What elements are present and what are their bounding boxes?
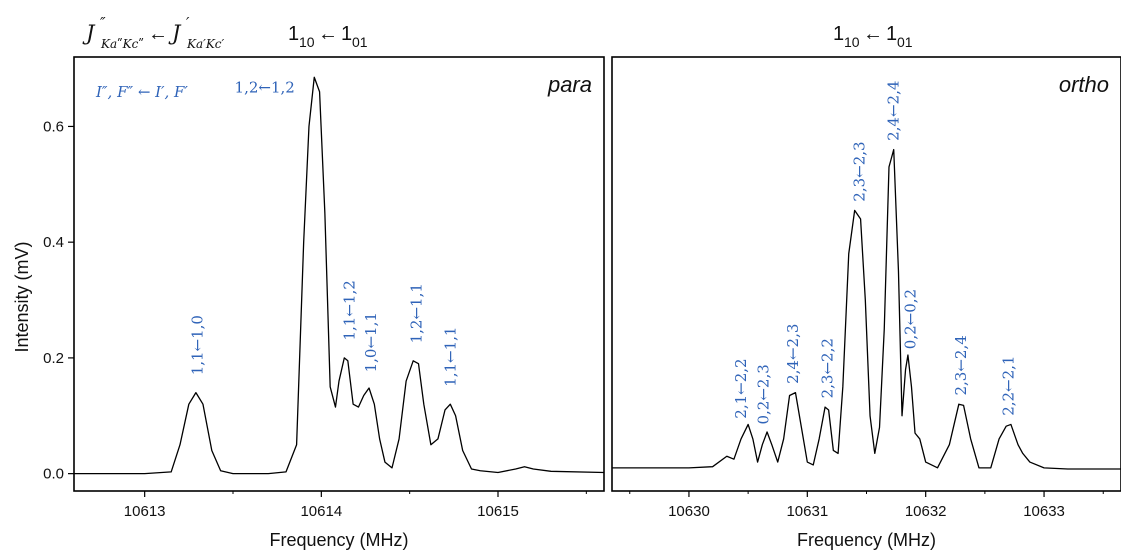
notation-J-lower-sub: Ka′Kc′ <box>186 37 225 51</box>
spectrum-line <box>74 76 604 475</box>
spectrum-line <box>612 148 1121 470</box>
left-transition-a-sub: 10 <box>299 34 315 50</box>
peak-label: 2,3←2,2 <box>818 338 836 398</box>
notation-J-upper-prime: ″ <box>100 14 106 32</box>
y-axis-title: Intensity (mV) <box>12 241 32 352</box>
left-transition-arrow: ← <box>318 23 338 45</box>
left-transition-b-sub: 01 <box>352 34 368 50</box>
x-tick-label: 10631 <box>786 503 828 520</box>
notation-J-upper-sub: KaʺKcʺ <box>100 37 144 51</box>
peak-label: 1,1←1,2 <box>341 280 359 340</box>
x-tick-label: 10632 <box>905 503 947 520</box>
panel-ortho: 10630 10631 10632 10633 Frequency (MHz) ortho… <box>611 56 1121 550</box>
x-tick-label: 10630 <box>668 503 710 520</box>
right-transition-a: 1 <box>833 23 844 45</box>
right-transition-a-sub: 10 <box>844 34 860 50</box>
y-tick-label: 0.0 <box>43 466 64 483</box>
notation-arrow: ← <box>148 23 168 45</box>
y-tick-label: 0.6 <box>43 118 64 135</box>
quantum-number-note: I″, F″ ← I′, F′ <box>95 83 188 101</box>
right-transition-b: 1 <box>886 23 897 45</box>
x-tick-label: 10614 <box>300 503 342 520</box>
right-transition-arrow: ← <box>863 23 883 45</box>
right-transition-b-sub: 01 <box>897 34 913 50</box>
notation-J-upper: J <box>82 21 96 45</box>
panel-tag: ortho <box>1059 72 1109 97</box>
peak-label: 2,4←2,3 <box>784 324 802 384</box>
y-tick-label: 0.2 <box>43 350 64 367</box>
peak-label: 2,3←2,4 <box>952 335 970 395</box>
x-axis-title: Frequency (MHz) <box>797 530 936 550</box>
x-tick-label: 10613 <box>124 503 166 520</box>
left-transition-a: 1 <box>288 23 299 45</box>
peak-label: 1,2←1,2 <box>235 79 295 97</box>
y-tick-label: 0.4 <box>43 234 64 251</box>
peak-label: 2,1←2,2 <box>732 358 750 418</box>
peak-label: 2,4←2,4 <box>885 81 903 141</box>
peak-label: 1,1←1,1 <box>441 327 459 387</box>
left-transition-title: 1 10 ← 1 01 <box>288 23 368 50</box>
peak-label: 1,2←1,1 <box>408 283 426 343</box>
plot-frame <box>73 56 605 492</box>
plot-frame <box>611 56 1121 492</box>
x-tick-label: 10633 <box>1023 503 1065 520</box>
header-notation: J ″ KaʺKcʺ ← J ′ Ka′Kc′ <box>82 14 225 51</box>
peak-label: 0,2←0,2 <box>901 289 919 349</box>
x-axis-title: Frequency (MHz) <box>269 530 408 550</box>
left-transition-b: 1 <box>341 23 352 45</box>
peak-label: 2,2←2,1 <box>1000 356 1018 416</box>
panel-tag: para <box>547 72 592 97</box>
notation-J-lower: J <box>168 21 182 45</box>
peak-label: 1,0←1,1 <box>362 312 380 372</box>
peak-label: 0,2←2,3 <box>755 364 773 424</box>
peak-label: 1,1←1,0 <box>189 315 207 375</box>
notation-J-lower-prime: ′ <box>186 14 190 32</box>
right-transition-title: 1 10 ← 1 01 <box>833 23 913 50</box>
peak-label: 2,3←2,3 <box>850 141 868 201</box>
panel-para: 10613 10614 10615 0.0 0.2 0.4 0.6 Frequency (MH… <box>43 56 605 550</box>
x-tick-label: 10615 <box>477 503 519 520</box>
